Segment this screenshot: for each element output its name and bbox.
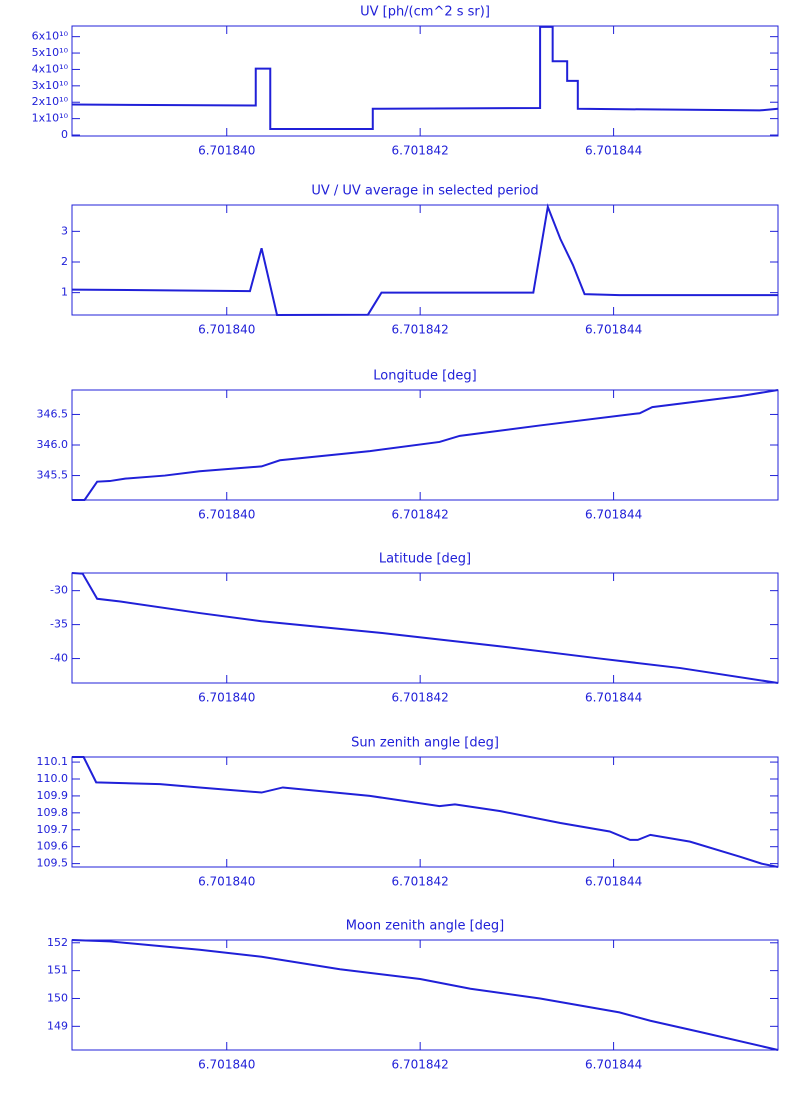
chart-title: Latitude [deg] (379, 552, 471, 567)
plot-frame (71, 756, 779, 868)
data-line (71, 939, 779, 1051)
y-tick-label: 110.0 (37, 772, 69, 785)
y-tick-label: 109.6 (37, 840, 69, 853)
y-tick-label: 2 (61, 255, 68, 268)
x-tick-label: 6.701842 (392, 691, 449, 705)
chart-title: Sun zenith angle [deg] (351, 736, 499, 751)
data-line (72, 756, 779, 868)
x-tick-label: 6.701842 (392, 1058, 449, 1072)
y-tick-label: -30 (50, 584, 68, 597)
x-tick-label: 6.701840 (198, 323, 255, 337)
chart-title: UV [ph/(cm^2 s sr)] (360, 5, 490, 20)
y-tick-label: 110.1 (37, 755, 69, 768)
x-tick-label: 6.701844 (585, 875, 642, 889)
x-tick-label: 6.701844 (585, 508, 642, 522)
plot-frame (71, 204, 779, 316)
y-tick-label: 152 (47, 936, 68, 949)
x-tick-label: 6.701844 (585, 1058, 642, 1072)
data-line (71, 572, 779, 684)
y-tick-label: 345.5 (37, 469, 69, 482)
x-tick-label: 6.701844 (585, 144, 642, 158)
y-tick-label: 3 (61, 224, 68, 237)
y-tick-label: 109.9 (37, 789, 69, 802)
chart-title: UV / UV average in selected period (311, 184, 538, 199)
y-tick-label: -35 (50, 618, 68, 631)
y-tick-label: 109.5 (37, 857, 69, 870)
x-tick-label: 6.701840 (198, 1058, 255, 1072)
x-tick-label: 6.701844 (585, 323, 642, 337)
y-tick-label: 346.5 (37, 407, 69, 420)
y-tick-label: 151 (47, 964, 68, 977)
plot-frame (71, 389, 779, 501)
plot-frame (71, 572, 779, 684)
x-tick-label: 6.701840 (198, 691, 255, 705)
chart-title: Longitude [deg] (373, 369, 476, 384)
x-tick-label: 6.701842 (392, 875, 449, 889)
y-tick-label: 109.7 (37, 823, 69, 836)
y-tick-label: -40 (50, 652, 68, 665)
y-tick-label: 5x10¹⁰ (32, 46, 69, 59)
y-tick-label: 149 (47, 1019, 68, 1032)
y-tick-label: 2x10¹⁰ (32, 95, 69, 108)
y-tick-label: 109.8 (37, 806, 69, 819)
plot-frame (71, 25, 779, 137)
chart-title: Moon zenith angle [deg] (346, 919, 504, 934)
x-tick-label: 6.701842 (392, 144, 449, 158)
y-tick-label: 0 (61, 128, 68, 141)
x-tick-label: 6.701842 (392, 508, 449, 522)
x-tick-label: 6.701840 (198, 875, 255, 889)
y-tick-label: 1x10¹⁰ (32, 112, 69, 125)
data-line (71, 203, 778, 317)
y-tick-label: 1 (61, 286, 68, 299)
y-tick-label: 6x10¹⁰ (32, 30, 69, 43)
data-line (71, 25, 779, 130)
x-tick-label: 6.701842 (392, 323, 449, 337)
y-tick-label: 150 (47, 991, 68, 1004)
x-tick-label: 6.701840 (198, 144, 255, 158)
y-tick-label: 4x10¹⁰ (32, 62, 69, 75)
plot-frame (71, 939, 779, 1051)
data-line (72, 389, 779, 501)
x-tick-label: 6.701840 (198, 508, 255, 522)
y-tick-label: 3x10¹⁰ (32, 79, 69, 92)
x-tick-label: 6.701844 (585, 691, 642, 705)
y-tick-label: 346.0 (37, 438, 69, 451)
